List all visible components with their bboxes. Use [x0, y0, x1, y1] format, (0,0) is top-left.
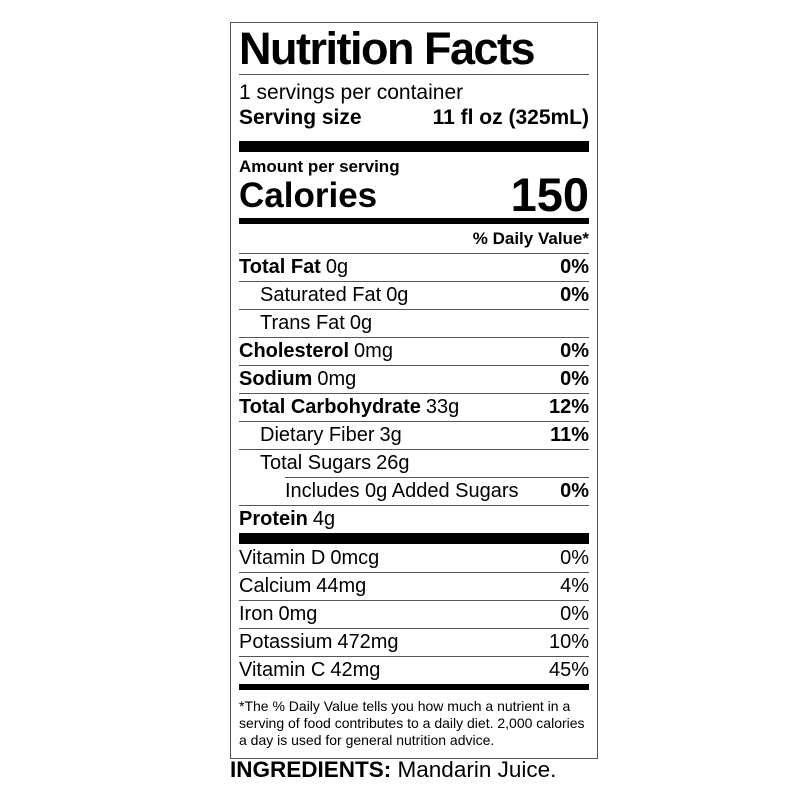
nutrient-amount: 0mg [354, 340, 393, 362]
nutrient-row: Cholesterol 0mg 0% [239, 337, 589, 365]
nutrient-amount: 0g [325, 256, 349, 278]
nutrient-text: Iron 0mg [239, 603, 317, 626]
calories-row: Calories 150 [239, 168, 589, 221]
title-divider [239, 74, 589, 75]
nutrient-name: Cholesterol [239, 340, 350, 362]
nutrient-name: Includes 0g Added Sugars [285, 480, 519, 502]
nutrient-name: Trans Fat [260, 312, 345, 334]
nutrient-daily-value: 12% [548, 396, 589, 418]
nutrient-name: Saturated Fat [260, 284, 382, 306]
nutrient-text: Total Carbohydrate 33g [239, 396, 459, 419]
nutrient-name: Total Sugars [260, 452, 372, 474]
nutrient-text: Cholesterol 0mg [239, 340, 393, 363]
nutrient-row: Protein 4g [239, 505, 589, 533]
calories-value: 150 [510, 168, 589, 221]
nutrient-name: Total Carbohydrate [239, 396, 421, 418]
nutrient-name: Calcium [239, 575, 312, 597]
nutrient-text: Potassium 472mg [239, 631, 399, 654]
nutrient-amount: 26g [376, 452, 410, 474]
nutrient-amount: 4g [312, 508, 336, 530]
nutrient-name: Vitamin C [239, 659, 326, 681]
nutrient-amount: 472mg [337, 631, 399, 653]
nutrient-row: Saturated Fat 0g 0% [239, 281, 589, 309]
nutrient-row: Dietary Fiber 3g 11% [239, 421, 589, 449]
nutrient-text: Protein 4g [239, 508, 335, 531]
label-title: Nutrition Facts [239, 23, 536, 74]
nutrient-row: Total Carbohydrate 33g 12% [239, 393, 589, 421]
nutrient-text: Dietary Fiber 3g [260, 424, 402, 447]
nutrient-amount: 0mcg [330, 546, 380, 569]
nutrient-text: Includes 0g Added Sugars [285, 480, 524, 503]
nutrient-amount: 0mg [317, 368, 357, 390]
nutrient-amount: 0g [386, 284, 409, 306]
thick-divider-top [239, 141, 589, 152]
nutrient-daily-value: 11% [550, 424, 589, 446]
calories-label: Calories [239, 176, 378, 215]
servings-per-container: 1 servings per container [239, 81, 464, 104]
daily-value-header: % Daily Value* [472, 229, 589, 248]
nutrient-amount: 33g [425, 396, 460, 418]
ingredients-line: INGREDIENTS: Mandarin Juice. [230, 757, 556, 783]
nutrient-row: Sodium 0mg 0% [239, 365, 589, 393]
nutrient-name: Potassium [239, 631, 333, 653]
nutrient-amount: 0mg [278, 603, 318, 625]
nutrient-row: Vitamin C 42mg 45% [239, 656, 589, 684]
nutrient-text: Sodium 0mg [239, 368, 356, 391]
nutrient-text: Total Sugars 26g [260, 452, 410, 475]
medium-divider-calories [239, 218, 589, 224]
nutrient-daily-value: 0% [560, 340, 589, 362]
serving-size-row: Serving size 11 fl oz (325mL) [239, 105, 589, 130]
serving-size-label: Serving size [239, 106, 362, 129]
nutrient-amount: 44mg [316, 575, 367, 597]
nutrient-amount: 0g [349, 312, 373, 334]
nutrient-name: Vitamin D [239, 546, 326, 569]
nutrient-name: Protein [239, 508, 308, 530]
nutrient-name: Total Fat [239, 256, 321, 278]
nutrient-text: Saturated Fat 0g [260, 284, 408, 307]
nutrient-text: Trans Fat 0g [260, 312, 372, 335]
nutrient-text: Total Fat 0g [239, 256, 348, 279]
nutrient-daily-value: 0% [560, 284, 589, 306]
nutrient-row: Calcium 44mg 4% [239, 572, 589, 600]
amount-per-serving-label: Amount per serving [239, 157, 400, 176]
nutrient-row: Includes 0g Added Sugars 0% [285, 477, 589, 505]
nutrient-text: Calcium 44mg [239, 575, 366, 598]
nutrient-name: Dietary Fiber [260, 424, 375, 446]
nutrient-daily-value: 4% [560, 575, 589, 597]
nutrient-daily-value: 0% [560, 546, 589, 569]
nutrient-daily-value: 0% [560, 603, 589, 625]
serving-size-value: 11 fl oz (325mL) [432, 106, 589, 129]
nutrition-facts-label: Nutrition Facts 1 servings per container… [230, 22, 598, 759]
nutrient-daily-value: 10% [548, 631, 589, 653]
nutrient-row: Total Fat 0g 0% [239, 253, 589, 281]
ingredients-value: Mandarin Juice. [397, 757, 557, 782]
nutrient-text: Vitamin D 0mcg [239, 547, 379, 570]
footnote: *The % Daily Value tells you how much a … [239, 698, 585, 748]
nutrient-daily-value: 45% [548, 659, 589, 681]
ingredients-label: INGREDIENTS: [230, 757, 392, 782]
nutrient-daily-value: 0% [560, 480, 589, 502]
nutrient-text: Vitamin C 42mg [239, 659, 380, 682]
nutrient-row: Trans Fat 0g [239, 309, 589, 337]
nutrient-name: Iron [239, 603, 274, 625]
thick-divider-vitamins [239, 533, 589, 544]
nutrient-row: Total Sugars 26g [239, 449, 589, 477]
nutrient-row: Potassium 472mg 10% [239, 628, 589, 656]
nutrient-amount: 3g [379, 424, 402, 446]
nutrient-rows: Total Fat 0g 0% Saturated Fat 0g 0% Trans … [239, 253, 589, 533]
nutrient-daily-value: 0% [560, 256, 589, 278]
nutrient-row: Vitamin D 0mcg 0% [239, 544, 589, 572]
nutrient-daily-value: 0% [560, 368, 589, 390]
vitamin-rows: Vitamin D 0mcg 0% Calcium 44mg 4% Iron 0mg … [239, 544, 589, 684]
medium-divider-footnote [239, 684, 589, 690]
nutrient-row: Iron 0mg 0% [239, 600, 589, 628]
nutrient-name: Sodium [239, 368, 313, 390]
nutrient-amount: 42mg [330, 659, 381, 681]
